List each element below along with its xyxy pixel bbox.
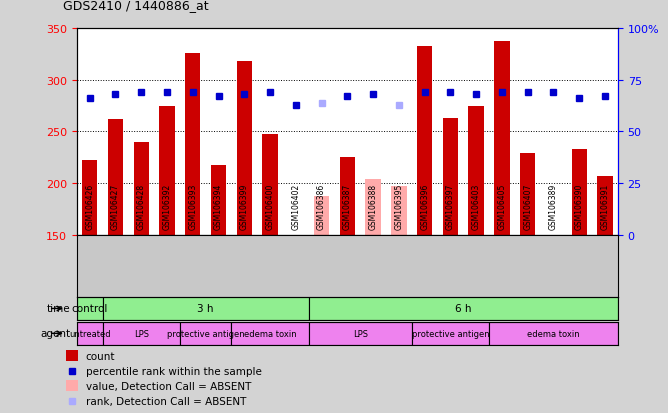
Bar [468, 106, 484, 235]
Bar [185, 54, 200, 235]
Text: edema toxin: edema toxin [244, 329, 297, 338]
Bar [494, 43, 510, 235]
Bar [77, 322, 103, 345]
Bar [263, 134, 278, 235]
Bar [108, 120, 123, 235]
Text: rank, Detection Call = ABSENT: rank, Detection Call = ABSENT [86, 396, 246, 406]
Text: protective antigen: protective antigen [411, 329, 489, 338]
Text: 3 h: 3 h [198, 304, 214, 314]
Bar [391, 187, 407, 235]
Text: GDS2410 / 1440886_at: GDS2410 / 1440886_at [63, 0, 209, 12]
Text: untreated: untreated [69, 329, 110, 338]
Bar [66, 351, 78, 361]
Bar [236, 62, 252, 235]
Bar [103, 322, 180, 345]
Bar [597, 177, 613, 235]
Text: 6 h: 6 h [455, 304, 472, 314]
Bar [572, 150, 587, 235]
Text: time: time [47, 304, 70, 314]
Bar [411, 322, 489, 345]
Text: count: count [86, 351, 115, 361]
Bar [103, 297, 309, 320]
Bar [159, 106, 175, 235]
Bar [417, 47, 432, 235]
Bar [180, 322, 231, 345]
Text: value, Detection Call = ABSENT: value, Detection Call = ABSENT [86, 382, 251, 392]
Bar [134, 142, 149, 235]
Bar [489, 322, 618, 345]
Text: LPS: LPS [353, 329, 368, 338]
Bar [66, 380, 78, 391]
Text: percentile rank within the sample: percentile rank within the sample [86, 366, 261, 376]
Bar [309, 322, 411, 345]
Bar [77, 297, 103, 320]
Bar [443, 119, 458, 235]
Text: protective antigen: protective antigen [167, 329, 244, 338]
Bar [365, 180, 381, 235]
Bar [339, 158, 355, 235]
Bar [82, 161, 98, 235]
Bar [520, 154, 536, 235]
Bar [314, 196, 329, 235]
Bar [309, 297, 618, 320]
Text: edema toxin: edema toxin [527, 329, 580, 338]
Bar [231, 322, 309, 345]
Text: agent: agent [40, 328, 70, 339]
Bar [211, 165, 226, 235]
Text: control: control [71, 304, 108, 314]
Text: LPS: LPS [134, 329, 149, 338]
